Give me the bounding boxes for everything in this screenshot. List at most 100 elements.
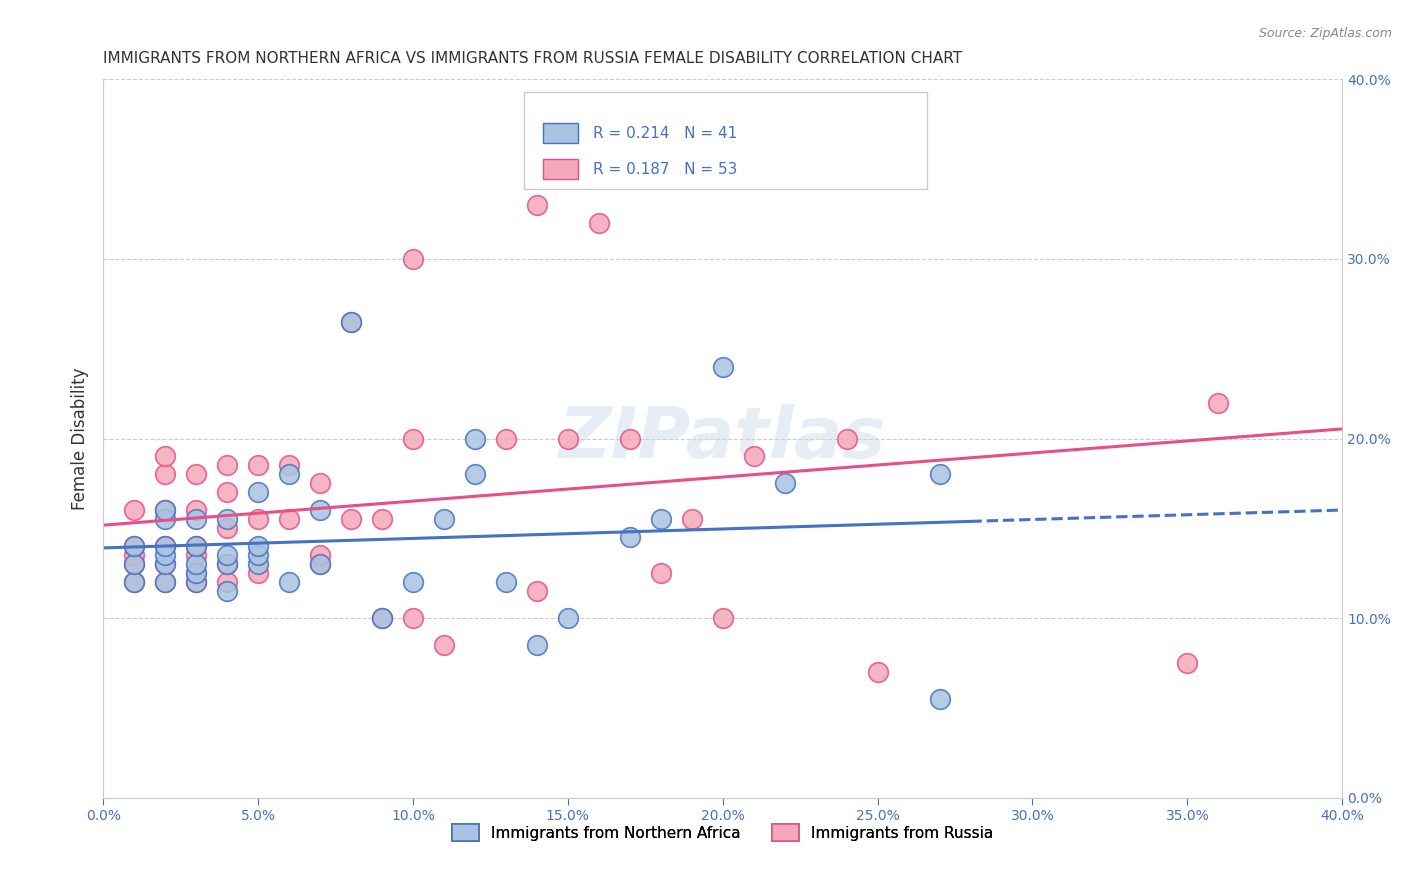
Point <box>153 575 176 590</box>
Legend: Immigrants from Northern Africa, Immigrants from Russia: Immigrants from Northern Africa, Immigra… <box>446 818 1000 847</box>
Point <box>309 476 332 491</box>
Point <box>153 575 176 590</box>
Point <box>835 432 858 446</box>
Point <box>340 315 363 329</box>
Point <box>215 584 238 599</box>
Point <box>153 450 176 464</box>
Point <box>122 539 145 553</box>
Point <box>742 450 765 464</box>
Point <box>247 458 270 473</box>
Point <box>247 558 270 572</box>
Point <box>122 575 145 590</box>
Point <box>247 512 270 526</box>
Point <box>650 512 672 526</box>
Point <box>122 558 145 572</box>
Point <box>247 548 270 562</box>
Point <box>371 611 394 625</box>
Point <box>153 539 176 553</box>
Point <box>371 611 394 625</box>
Point <box>711 359 734 374</box>
Point <box>184 512 207 526</box>
Point <box>278 575 301 590</box>
Point <box>681 512 703 526</box>
Point <box>184 575 207 590</box>
Point <box>247 566 270 581</box>
Point <box>247 485 270 500</box>
Point <box>153 512 176 526</box>
Point <box>557 432 579 446</box>
Point <box>340 512 363 526</box>
Point <box>495 432 517 446</box>
Point <box>711 611 734 625</box>
Point <box>215 548 238 562</box>
Point <box>464 467 486 482</box>
Point <box>1177 656 1199 670</box>
Point <box>1208 395 1230 409</box>
Point <box>773 126 796 140</box>
Text: IMMIGRANTS FROM NORTHERN AFRICA VS IMMIGRANTS FROM RUSSIA FEMALE DISABILITY CORR: IMMIGRANTS FROM NORTHERN AFRICA VS IMMIG… <box>103 51 962 66</box>
Point <box>340 315 363 329</box>
Text: R = 0.214   N = 41: R = 0.214 N = 41 <box>592 126 737 141</box>
Point <box>184 566 207 581</box>
Point <box>184 539 207 553</box>
Point <box>866 665 889 679</box>
Text: R = 0.187   N = 53: R = 0.187 N = 53 <box>592 161 737 177</box>
Point <box>371 512 394 526</box>
Point <box>184 566 207 581</box>
Text: ZIPatlas: ZIPatlas <box>560 404 886 473</box>
Point <box>153 467 176 482</box>
Point <box>650 566 672 581</box>
Point <box>619 432 641 446</box>
Point <box>309 503 332 517</box>
Point <box>309 558 332 572</box>
Point <box>184 467 207 482</box>
Point <box>619 530 641 544</box>
Point <box>526 584 548 599</box>
Point <box>526 638 548 652</box>
Point <box>309 548 332 562</box>
Bar <box>543 159 578 179</box>
Text: Source: ZipAtlas.com: Source: ZipAtlas.com <box>1258 27 1392 40</box>
Point <box>526 198 548 212</box>
Point <box>184 539 207 553</box>
Y-axis label: Female Disability: Female Disability <box>72 368 89 509</box>
Point <box>464 432 486 446</box>
Point <box>215 521 238 535</box>
FancyBboxPatch shape <box>524 92 927 188</box>
Point <box>215 575 238 590</box>
Point <box>184 548 207 562</box>
Point <box>278 458 301 473</box>
Point <box>928 692 950 706</box>
Point <box>495 575 517 590</box>
Point <box>122 575 145 590</box>
Point <box>215 558 238 572</box>
Point <box>184 575 207 590</box>
Point <box>557 611 579 625</box>
Point <box>122 558 145 572</box>
Point <box>402 611 425 625</box>
Point <box>928 467 950 482</box>
Point <box>184 503 207 517</box>
Point <box>278 512 301 526</box>
Point <box>122 539 145 553</box>
Point <box>402 432 425 446</box>
Point <box>153 503 176 517</box>
Point <box>153 548 176 562</box>
Point <box>215 558 238 572</box>
Point <box>433 512 456 526</box>
Bar <box>543 123 578 144</box>
Point <box>184 558 207 572</box>
Point <box>402 575 425 590</box>
Point <box>215 485 238 500</box>
Point <box>588 216 610 230</box>
Point <box>309 558 332 572</box>
Point <box>402 252 425 266</box>
Point <box>247 539 270 553</box>
Point <box>433 638 456 652</box>
Point <box>153 558 176 572</box>
Point <box>773 476 796 491</box>
Point <box>215 458 238 473</box>
Point <box>122 503 145 517</box>
Point <box>122 548 145 562</box>
Point <box>215 512 238 526</box>
